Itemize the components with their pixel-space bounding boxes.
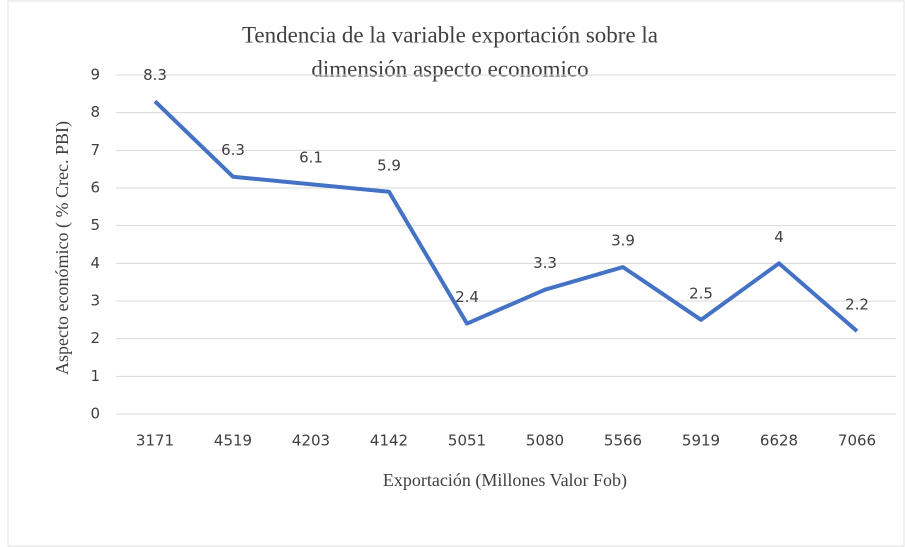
y-tick-label: 6 — [90, 179, 100, 197]
x-tick-label: 3171 — [136, 432, 174, 450]
y-tick-label: 8 — [90, 103, 100, 121]
x-tick-label: 5919 — [682, 432, 720, 450]
x-tick-label: 5080 — [526, 432, 564, 450]
x-tick-label: 6628 — [760, 432, 798, 450]
y-tick-label: 1 — [90, 367, 100, 385]
data-label: 3.9 — [611, 232, 635, 250]
data-label: 4 — [774, 228, 784, 246]
data-label: 8.3 — [143, 66, 167, 84]
chart-title: Tendencia de la variable exportación sob… — [242, 22, 658, 47]
chart-title: dimensión aspecto economico — [311, 56, 588, 81]
y-tick-label: 2 — [90, 329, 100, 347]
data-label: 2.2 — [845, 296, 869, 314]
x-axis-title: Exportación (Millones Valor Fob) — [383, 470, 627, 491]
x-tick-label: 4142 — [370, 432, 408, 450]
y-tick-label: 9 — [90, 66, 100, 84]
y-tick-label: 5 — [90, 216, 100, 234]
y-tick-label: 0 — [90, 405, 100, 423]
y-tick-label: 3 — [90, 292, 100, 310]
chart-frame — [7, 0, 905, 547]
y-tick-label: 7 — [90, 141, 100, 159]
data-label: 6.3 — [221, 141, 245, 159]
x-tick-label: 5051 — [448, 432, 486, 450]
data-label: 2.5 — [689, 284, 713, 302]
x-tick-label: 7066 — [838, 432, 876, 450]
data-label: 3.3 — [533, 254, 557, 272]
x-tick-label: 4203 — [292, 432, 330, 450]
y-axis-title: Aspecto económico ( % Crec. PBI) — [52, 121, 73, 375]
x-tick-label: 5566 — [604, 432, 642, 450]
y-tick-label: 4 — [90, 254, 100, 272]
data-label: 2.4 — [455, 288, 479, 306]
data-label: 6.1 — [299, 149, 323, 167]
data-label: 5.9 — [377, 156, 401, 174]
x-tick-label: 4519 — [214, 432, 252, 450]
data-line — [153, 99, 859, 333]
